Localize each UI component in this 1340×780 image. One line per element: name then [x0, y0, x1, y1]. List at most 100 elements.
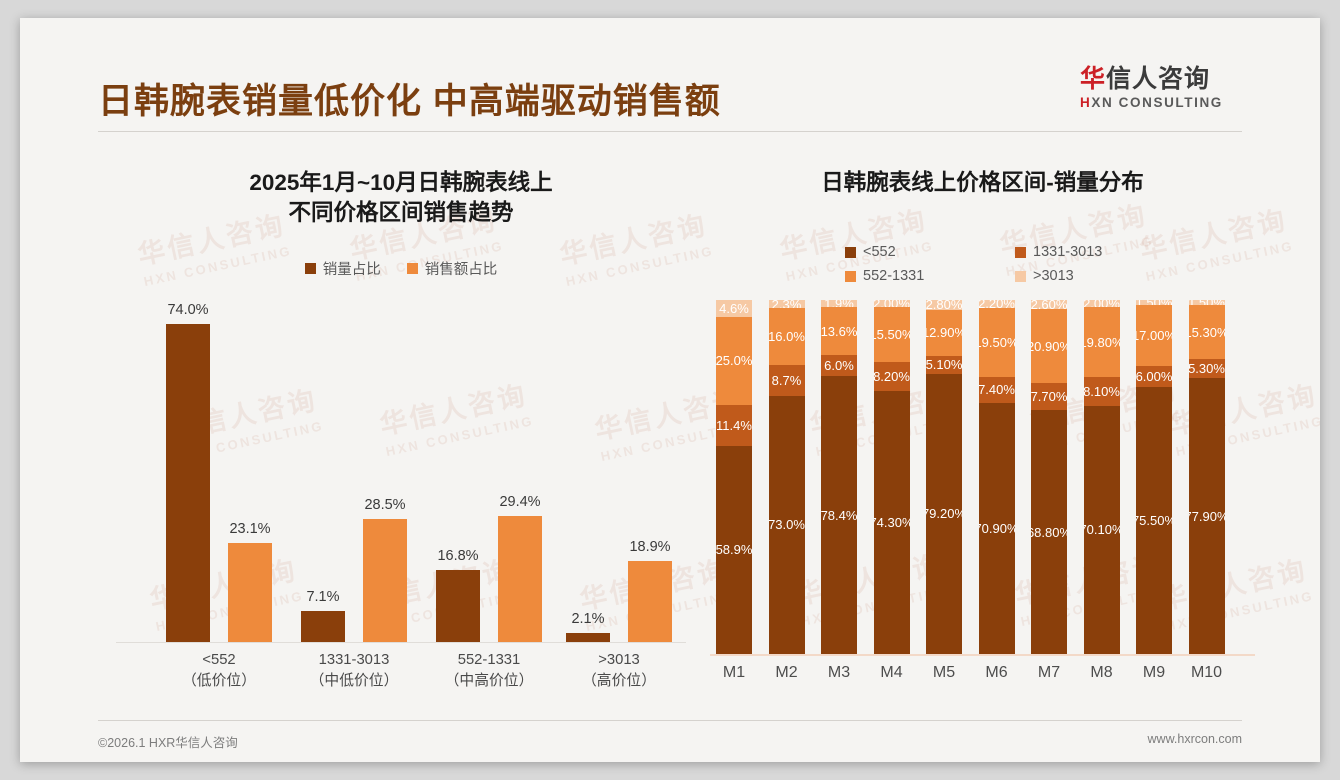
- legend-label: 销售额占比: [424, 262, 498, 278]
- bar-fill: [363, 519, 407, 642]
- stack-value-label: 2.80%: [926, 300, 962, 310]
- stack-segment-M2-552-1331: 16.0%: [768, 308, 805, 365]
- stacked-bar-M3[interactable]: 78.4% 6.0% 13.6% 1.9%: [821, 300, 857, 654]
- bar-fill: [566, 632, 610, 642]
- stack-segment-M7-<552: 68.80%: [1031, 410, 1067, 654]
- stack-segment-M3-552-1331: 13.6%: [821, 307, 857, 356]
- bar-552-1331-销量占比[interactable]: 16.8%: [436, 298, 480, 642]
- bar-1331-3013-销量占比[interactable]: 7.1%: [301, 298, 345, 642]
- footer-website: www.hxrcon.com: [1147, 732, 1242, 746]
- stacked-bar-M7[interactable]: 68.80% 7.70% 20.90% 2.60%: [1031, 300, 1067, 654]
- legend-item-1[interactable]: 销量占比: [304, 258, 381, 279]
- stack-value-label: 77.90%: [1189, 508, 1225, 524]
- bar-value-label: 23.1%: [229, 520, 271, 537]
- left-x-axis: [116, 641, 686, 643]
- stack-segment-M6-<552: 70.90%: [978, 403, 1015, 654]
- stack-segment-M8->3013: 2.00%: [1083, 300, 1120, 308]
- stack-value-label: 68.80%: [1031, 524, 1067, 540]
- stacked-bar-M10[interactable]: 77.90% 5.30% 15.30% 1.50%: [1188, 300, 1225, 654]
- stacked-bar-M8[interactable]: 70.10% 8.10% 19.80% 2.00%: [1083, 300, 1120, 654]
- stack-value-label: 1.50%: [1189, 300, 1225, 305]
- stack-value-label: 12.90%: [926, 325, 962, 341]
- logo-cn-rest: 信人咨询: [1106, 65, 1211, 93]
- right-legend-item-4[interactable]: >3013: [1015, 268, 1185, 284]
- stack-value-label: 8.20%: [873, 368, 910, 384]
- stacked-bar-M1[interactable]: 58.9% 11.4% 25.0% 4.6%: [716, 300, 752, 654]
- stacked-bar-M9[interactable]: 75.50% 6.00% 17.00% 1.50%: [1136, 300, 1172, 654]
- bar-value-label: 7.1%: [306, 589, 340, 606]
- stack-segment-M10->3013: 1.50%: [1188, 300, 1225, 306]
- left-chart-legend: 销量占比 销售额占比: [116, 258, 686, 279]
- stack-value-label: 11.4%: [716, 417, 752, 433]
- stacked-bar-M2[interactable]: 73.0% 8.7% 16.0% 2.3%: [768, 300, 805, 654]
- x-axis-label-M9: M9: [1142, 664, 1166, 681]
- stack-value-label: 17.00%: [1136, 327, 1172, 343]
- bar-552-1331-销售额占比[interactable]: 29.4%: [498, 298, 542, 642]
- stack-value-label: 16.0%: [768, 328, 805, 344]
- bar->3013-销量占比[interactable]: 2.1%: [566, 298, 610, 642]
- stack-segment-M6-1331-3013: 7.40%: [978, 376, 1015, 404]
- stack-value-label: 20.90%: [1031, 338, 1067, 354]
- footer-divider: [98, 720, 1242, 721]
- right-legend-item-3[interactable]: 552-1331: [845, 268, 1015, 284]
- stack-segment-M5->3013: 2.80%: [926, 300, 962, 310]
- company-logo: 华信人咨询 HXN CONSULTING: [1080, 66, 1260, 110]
- stack-segment-M7->3013: 2.60%: [1031, 300, 1067, 310]
- right-chart-plot: 58.9% 11.4% 25.0% 4.6% 73.0% 8.7% 16.0% 2.3% 78.…: [710, 298, 1255, 698]
- legend-label: 1331-3013: [1033, 244, 1103, 260]
- category-range: 1331-3013: [318, 652, 390, 668]
- stack-segment-M8-<552: 70.10%: [1083, 405, 1120, 654]
- bar-value-label: 74.0%: [167, 301, 209, 318]
- category-range: >3013: [598, 652, 640, 668]
- category-tier: （中高价位）: [444, 673, 534, 690]
- legend-label: >3013: [1033, 268, 1074, 284]
- bar->3013-销售额占比[interactable]: 18.9%: [628, 298, 672, 642]
- stacked-bar-M6[interactable]: 70.90% 7.40% 19.50% 2.20%: [978, 300, 1015, 654]
- stack-value-label: 58.9%: [716, 542, 752, 558]
- category-range: 552-1331: [457, 652, 521, 668]
- bar-<552-销售额占比[interactable]: 23.1%: [228, 298, 272, 642]
- legend-swatch-icon: [845, 270, 856, 282]
- right-chart-legend: <552 1331-3013 552-1331 >3013: [710, 244, 1255, 284]
- bar-fill: [498, 515, 542, 642]
- legend-label: 552-1331: [863, 268, 925, 284]
- stack-segment-M6-552-1331: 19.50%: [978, 307, 1015, 377]
- stack-value-label: 2.60%: [1031, 300, 1067, 310]
- x-axis-label-M7: M7: [1037, 664, 1061, 681]
- category-range: <552: [202, 652, 236, 668]
- stacked-bar-M5[interactable]: 79.20% 5.10% 12.90% 2.80%: [926, 300, 962, 654]
- logo-chinese-text: 华信人咨询: [1080, 66, 1260, 92]
- stack-segment-M10-552-1331: 15.30%: [1188, 305, 1225, 360]
- stack-value-label: 1.50%: [1136, 300, 1172, 305]
- slide-page: 日韩腕表销量低价化 中高端驱动销售额 华信人咨询 HXN CONSULTING …: [20, 18, 1320, 762]
- stack-value-label: 70.10%: [1084, 522, 1120, 538]
- stack-value-label: 4.6%: [719, 301, 749, 316]
- stack-segment-M7-1331-3013: 7.70%: [1031, 383, 1067, 411]
- bar-1331-3013-销售额占比[interactable]: 28.5%: [363, 298, 407, 642]
- stack-segment-M8-552-1331: 19.80%: [1083, 307, 1120, 378]
- stack-value-label: 2.00%: [874, 300, 910, 307]
- category-tier: （中低价位）: [309, 673, 399, 690]
- bar-fill: [301, 611, 345, 642]
- bar-<552-销量占比[interactable]: 74.0%: [166, 298, 210, 642]
- stack-value-label: 8.10%: [1083, 384, 1120, 400]
- stacked-bar-M4[interactable]: 74.30% 8.20% 15.50% 2.00%: [873, 300, 910, 654]
- legend-swatch-icon: [1015, 246, 1026, 258]
- bar-value-label: 2.1%: [571, 610, 605, 627]
- left-chart-title-line2: 不同价格区间销售趋势: [288, 199, 514, 225]
- stack-value-label: 79.20%: [926, 506, 962, 522]
- right-legend-item-1[interactable]: <552: [845, 244, 1015, 260]
- right-legend-grid: <552 1331-3013 552-1331 >3013: [845, 244, 1255, 284]
- left-chart-title-line1: 2025年1月~10月日韩腕表线上: [249, 170, 553, 195]
- stack-segment-M2->3013: 2.3%: [768, 300, 805, 309]
- stack-value-label: 19.80%: [1084, 334, 1120, 350]
- x-axis-label-M1: M1: [722, 664, 746, 681]
- right-chart-title: 日韩腕表线上价格区间-销量分布: [710, 168, 1255, 198]
- left-chart-title: 2025年1月~10月日韩腕表线上 不同价格区间销售趋势: [116, 168, 686, 227]
- stack-segment-M10-1331-3013: 5.30%: [1188, 359, 1225, 379]
- page-title: 日韩腕表销量低价化 中高端驱动销售额: [98, 82, 721, 121]
- right-legend-item-2[interactable]: 1331-3013: [1015, 244, 1185, 260]
- stack-segment-M9-1331-3013: 6.00%: [1136, 365, 1172, 387]
- legend-item-2[interactable]: 销售额占比: [406, 258, 498, 279]
